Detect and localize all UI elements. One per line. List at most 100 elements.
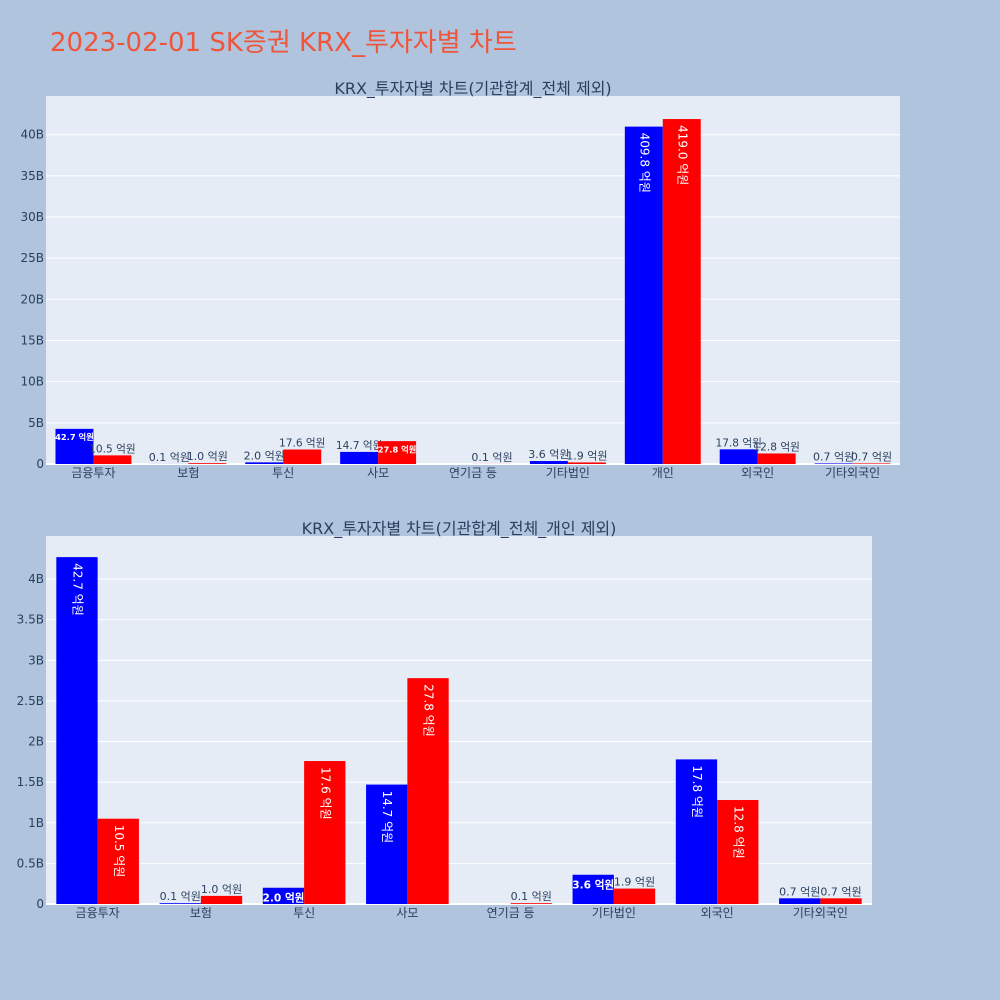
bar-label: 0.1 억원 [149, 451, 190, 464]
bar [283, 449, 322, 464]
x-tick-label: 투신 [293, 906, 315, 920]
x-tick-label: 기타외국인 [825, 466, 880, 480]
x-tick-label: 사모 [396, 906, 418, 920]
bar-label: 0.1 억원 [160, 890, 201, 903]
bar [159, 903, 201, 904]
bar-label: 10.5 억원 [89, 443, 135, 455]
x-tick-label: 외국인 [701, 906, 734, 920]
y-tick-label: 35B [20, 169, 44, 183]
x-tick-label: 개인 [652, 466, 674, 480]
bar-label: 409.8 억원 [637, 133, 651, 193]
bar [814, 463, 853, 464]
bar [779, 898, 821, 904]
bar [757, 453, 796, 464]
bar-label: 42.7 억원 [70, 563, 84, 616]
bar-label: 17.8 억원 [690, 765, 704, 818]
bar [662, 119, 701, 464]
bar [820, 898, 862, 904]
x-tick-label: 기타외국인 [793, 906, 848, 920]
bar [93, 455, 132, 464]
bar [572, 874, 614, 904]
y-tick-label: 10B [20, 375, 44, 389]
bar [97, 818, 139, 904]
bar-label: 2.0 억원 [262, 891, 304, 904]
bar-label: 14.7 억원 [336, 440, 382, 452]
bar-label: 0.1 억원 [511, 890, 552, 903]
x-tick-label: 외국인 [741, 466, 774, 480]
chart-title: KRX_투자자별 차트(기관합계_전체 제외) [334, 79, 611, 99]
x-tick-label: 연기금 등 [449, 466, 497, 480]
bar [717, 800, 759, 904]
y-tick-label: 15B [20, 334, 44, 348]
page-title: 2023-02-01 SK증권 KRX_투자자별 차트 [50, 28, 517, 58]
x-tick-label: 투신 [272, 466, 294, 480]
bar-label: 17.6 억원 [279, 438, 325, 450]
x-tick-label: 금융투자 [76, 906, 120, 920]
bar [378, 441, 417, 464]
y-tick-label: 2B [28, 735, 44, 749]
bar-label: 3.6 억원 [572, 878, 614, 891]
bar-label: 3.6 억원 [528, 448, 569, 461]
bar [567, 462, 606, 464]
chart-top: 0 5B 10B 15B 20B 25B 30B 35B 40B KRX_투자자별 차트(기관합계… [20, 79, 900, 480]
bar [624, 126, 663, 465]
bar-label: 419.0 억원 [675, 125, 689, 185]
bar-label: 12.8 억원 [753, 441, 799, 453]
bar [675, 759, 718, 904]
bar [262, 887, 305, 904]
bar-label: 2.0 억원 [244, 449, 285, 462]
bar [56, 557, 98, 904]
bar [719, 449, 758, 464]
bar [55, 428, 94, 464]
y-tick-label: 20B [20, 292, 44, 306]
x-tick-label: 연기금 등 [487, 906, 535, 920]
bar-label: 1.0 억원 [187, 450, 228, 463]
bar [304, 761, 346, 904]
bar-label: 17.6 억원 [318, 767, 332, 820]
chart-bottom: 0 0.5B 1B 1.5B 2B 2.5B 3B 3.5B 4B KRX_투자자별 차트(기관합… [17, 519, 872, 920]
bar-label: 42.7 억원 [55, 432, 94, 442]
bar-label: 1.9 억원 [614, 876, 655, 889]
bar-label: 12.8 억원 [731, 806, 745, 859]
bar [852, 463, 891, 464]
bar [245, 462, 284, 464]
x-tick-label: 사모 [367, 466, 389, 480]
bar-label: 0.7 억원 [820, 885, 861, 898]
chart-title: KRX_투자자별 차트(기관합계_전체_개인 제외) [302, 519, 617, 539]
x-tick-label: 보험 [177, 466, 199, 480]
bar-label: 0.7 억원 [813, 450, 854, 463]
bar-label: 14.7 억원 [380, 791, 394, 844]
bar-label: 0.1 억원 [471, 451, 512, 464]
y-tick-label: 0 [36, 457, 44, 471]
bar-label: 17.8 억원 [715, 437, 761, 449]
y-tick-label: 0 [36, 897, 44, 911]
bar [188, 463, 227, 464]
x-tick-label: 기타법인 [592, 906, 636, 920]
bar [340, 451, 379, 464]
bar-label: 10.5 억원 [112, 825, 126, 878]
bar-label: 1.0 억원 [201, 883, 242, 896]
y-tick-label: 25B [20, 251, 44, 265]
x-tick-label: 보험 [190, 906, 212, 920]
bar-label: 27.8 억원 [378, 444, 417, 454]
bar-label: 1.9 억원 [566, 449, 607, 462]
y-tick-label: 2.5B [17, 694, 44, 708]
x-tick-label: 금융투자 [71, 466, 115, 480]
bar [407, 678, 449, 904]
y-tick-label: 3.5B [17, 613, 44, 627]
bar [510, 903, 552, 904]
bar-label: 0.7 억원 [779, 885, 820, 898]
bar [200, 895, 243, 904]
bar-label: 27.8 억원 [422, 684, 436, 737]
y-tick-label: 40B [20, 128, 44, 142]
y-tick-label: 30B [20, 210, 44, 224]
y-tick-label: 0.5B [17, 856, 44, 870]
bar [529, 461, 568, 464]
y-tick-label: 5B [28, 416, 44, 430]
x-tick-label: 기타법인 [546, 466, 590, 480]
y-tick-label: 4B [28, 572, 44, 586]
bar [366, 784, 408, 904]
y-tick-label: 3B [28, 653, 44, 667]
bar [613, 888, 656, 904]
